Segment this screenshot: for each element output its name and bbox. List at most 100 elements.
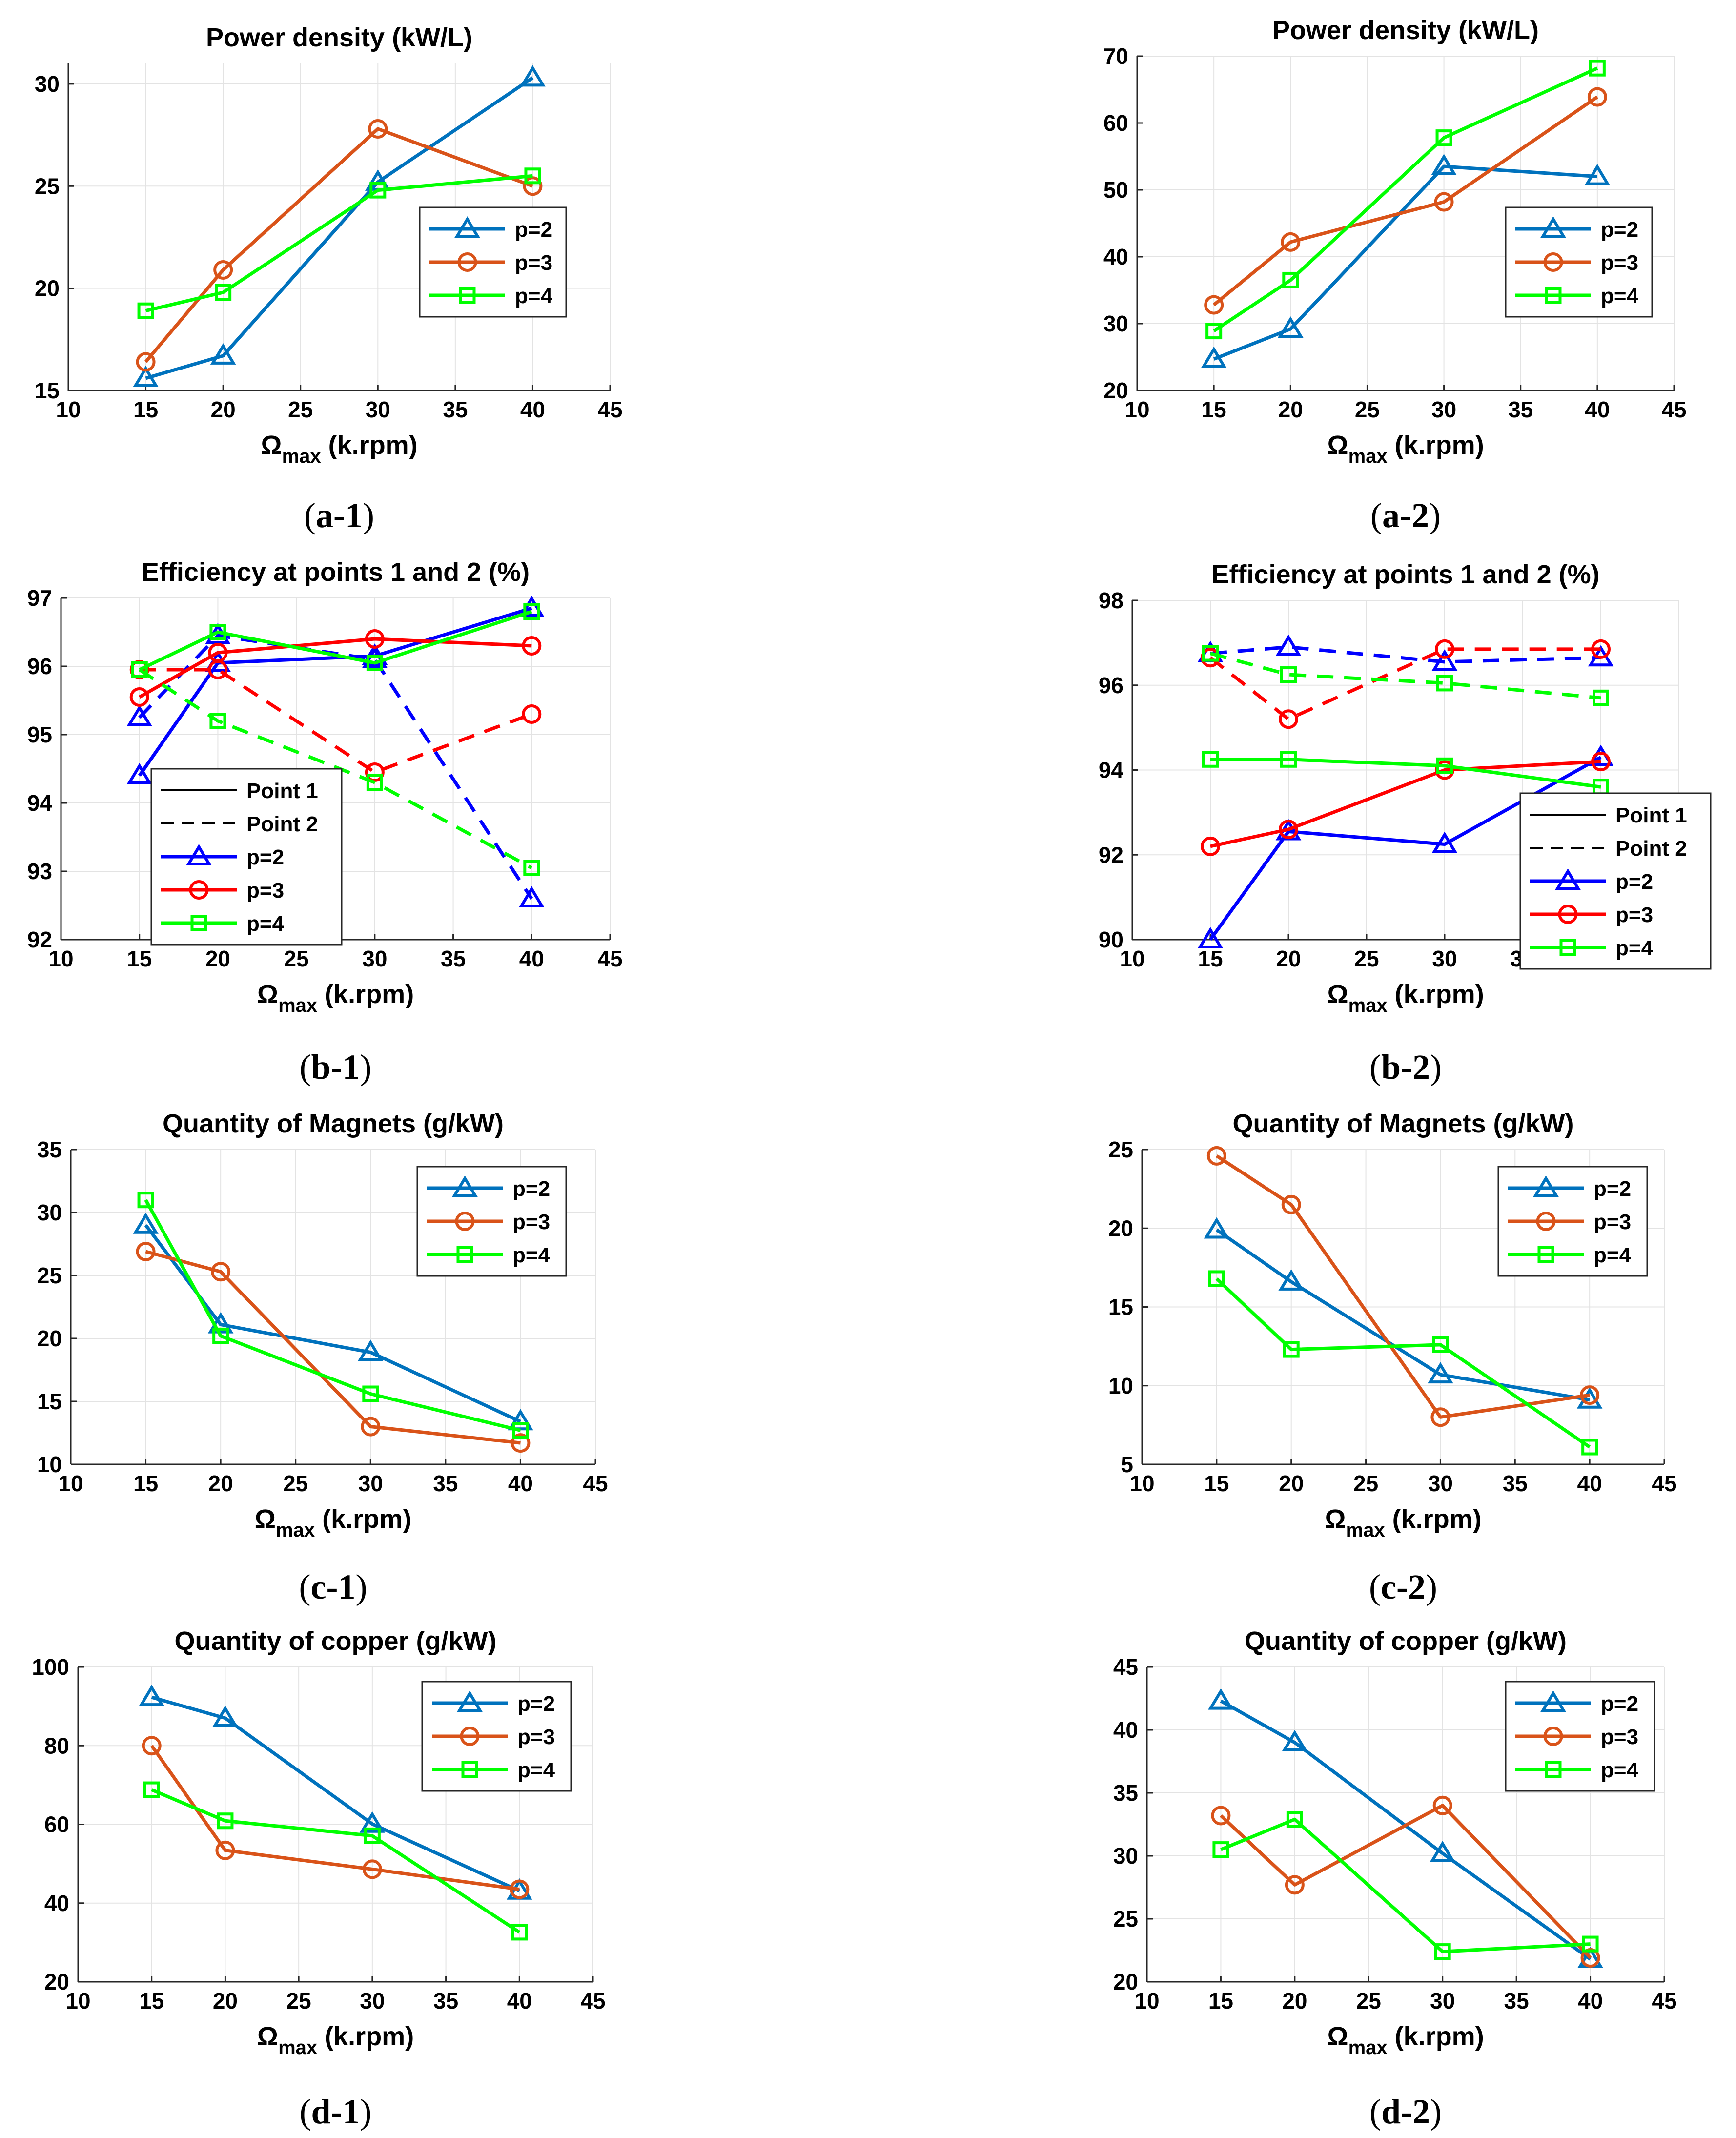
data-point [1436,675,1453,692]
chart-c1: 10 15 20 25 30 35 40 45 10 15 20 25 30 35 Quantity of … [37,1109,608,1606]
x-tick-label: 30 [1432,946,1457,971]
legend: p=2 p=3 p=4 [1505,206,1653,318]
data-point [137,1192,154,1209]
x-axis-label-symbol: Ω [1327,2022,1348,2051]
series-line [151,1788,521,1934]
legend: p=2 p=3 p=4 [421,1681,572,1792]
y-tick-label: 96 [1099,673,1123,698]
data-point [1208,1270,1225,1287]
data-point [1202,645,1219,662]
legend-marker [454,216,480,238]
x-tick-label: 45 [1652,1471,1676,1496]
x-axis-label-symbol: Ω [261,431,282,460]
data-point [1587,87,1607,107]
data-point [209,713,226,729]
caption-label: b-1 [311,1048,360,1087]
x-tick-label: 10 [56,397,81,422]
legend-marker [186,844,212,865]
y-tick-label: 100 [32,1654,69,1680]
chart-title: Quantity of copper (g/kW) [175,1626,497,1656]
y-tick-label: 15 [35,378,60,403]
legend-marker [459,287,476,304]
caption-label: d-2 [1381,2092,1430,2131]
x-axis-label-unit: (k.rpm) [315,1504,411,1534]
x-axis-label: Ωmax (k.rpm) [257,2022,414,2058]
legend-label: p=3 [1601,1725,1638,1749]
x-tick-label: 30 [362,946,387,971]
x-axis-label-subscript: max [1348,446,1388,467]
caption-label: c-1 [311,1567,356,1606]
data-point [523,176,543,196]
data-point [1432,1795,1452,1815]
data-point [1279,709,1298,729]
x-axis-label-unit: (k.rpm) [1385,1504,1482,1534]
x-axis-label-subscript: max [282,446,321,467]
y-tick-label: 25 [1113,1906,1138,1932]
data-point [1206,1146,1226,1166]
data-point [1277,316,1304,338]
caption-open: ( [1369,2092,1381,2131]
x-axis-label-symbol: Ω [1327,980,1348,1009]
caption-label: a-1 [316,496,363,535]
series-line [1210,645,1601,664]
legend-label: p=4 [515,284,553,308]
x-tick-label: 20 [1282,1988,1307,2014]
x-axis-label-subscript: max [1346,1520,1385,1541]
caption-open: ( [299,1567,311,1606]
x-tick-label: 35 [433,1471,458,1496]
figure-caption: (c-2) [1369,1567,1437,1606]
x-tick-label: 10 [1120,946,1144,971]
data-point [366,774,383,791]
data-point [359,1811,386,1833]
x-axis-label: Ωmax (k.rpm) [1325,1504,1481,1541]
legend-marker [455,1212,475,1231]
x-tick-label: 30 [360,1988,385,2014]
legend: p=2 p=3 p=4 [419,206,567,318]
legend-marker [189,880,209,900]
chart-a2: 10 15 20 25 30 35 40 45 20 30 40 50 60 70 Power densit… [1103,16,1687,535]
chart-title: Quantity of Magnets (g/kW) [1233,1109,1574,1138]
data-point [217,1812,234,1830]
data-point [139,1685,165,1706]
x-tick-label: 15 [1204,1471,1229,1496]
x-axis-label-subscript: max [276,1520,315,1541]
legend-label: p=2 [512,1177,550,1201]
data-point [1285,1875,1305,1895]
y-tick-label: 40 [1103,244,1128,269]
x-tick-label: 15 [1198,946,1223,971]
data-point [518,596,545,617]
legend: Point 1 Point 2 p=2 p=3 p=4 [1519,792,1712,970]
legend: p=2 p=3 p=4 [1497,1166,1648,1277]
x-tick-label: 40 [1578,1988,1603,2014]
series-line [139,610,532,672]
legend: p=2 p=3 p=4 [416,1166,567,1277]
y-tick-label: 96 [27,654,52,679]
legend-label: Point 2 [1615,837,1687,861]
y-tick-label: 35 [37,1137,62,1162]
data-point [1580,1385,1600,1405]
data-point [1434,1943,1451,1960]
series-line [1220,1699,1592,1961]
caption-close: ) [1430,2092,1442,2131]
data-point [511,1924,528,1941]
legend-label: p=3 [517,1725,555,1749]
data-point [512,1422,529,1439]
x-tick-label: 40 [520,397,545,422]
legend-marker [452,1175,478,1197]
series-line [1213,66,1598,332]
series-line [138,606,532,777]
x-tick-label: 25 [1353,1471,1378,1496]
y-tick-label: 98 [1099,588,1123,613]
chart-title: Quantity of copper (g/kW) [1245,1626,1567,1656]
data-point [208,660,228,679]
data-point [362,1859,382,1879]
legend-label: p=4 [512,1243,551,1267]
caption-label: c-2 [1381,1567,1426,1606]
data-point [523,860,540,876]
x-tick-label: 25 [284,946,309,971]
chart-b2: 10152025303540459092949698Efficiency at … [1099,560,1712,1087]
data-point [1201,346,1227,368]
